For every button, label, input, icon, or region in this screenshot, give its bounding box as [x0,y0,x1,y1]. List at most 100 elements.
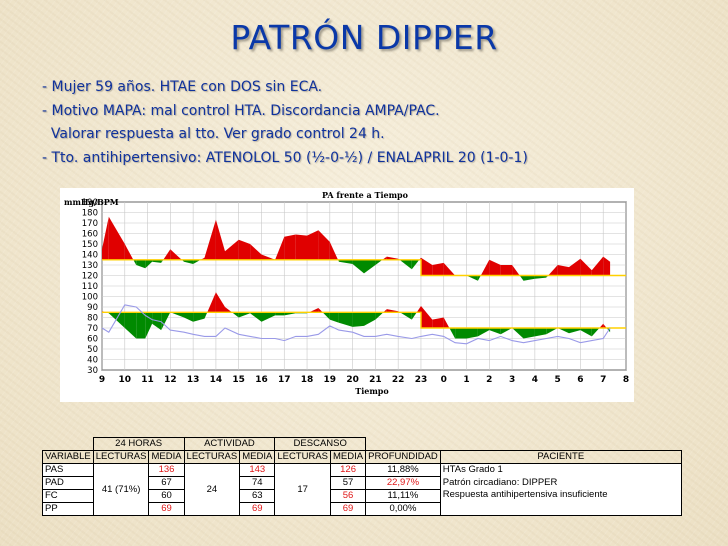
x-tick-label: 13 [187,375,200,385]
pad-area [193,312,205,322]
pas-area [204,219,216,260]
y-tick-label: 60 [87,335,98,345]
x-tick-label: 12 [164,375,177,385]
y-tick-label: 170 [82,219,98,229]
pad-area [338,312,353,327]
pas-area [329,241,338,260]
x-tick-label: 1 [463,375,469,385]
pas-area [386,256,399,260]
pas-area [421,257,433,276]
profundidad: 0,00% [365,502,441,516]
y-tick-label: 90 [87,303,98,313]
pas-area [489,259,501,276]
pad-area [124,312,137,339]
y-tick-label: 110 [82,282,98,292]
x-tick-label: 19 [324,375,337,385]
x-tick-label: 9 [99,375,105,385]
pad-area [489,328,501,335]
lecturas-24h: 41 (71%) [92,463,150,516]
profundidad: 11,11% [365,489,441,503]
pad-area [284,312,296,316]
media-24h: 136 [148,463,185,477]
pad-area [261,312,276,322]
media-24h: 69 [148,502,185,516]
y-tick-label: 190 [82,198,98,208]
media-desc: 126 [330,463,367,477]
x-tick-label: 0 [441,375,447,385]
lecturas-act: 24 [183,463,241,516]
pas-area [318,230,330,260]
pas-area [557,265,569,276]
x-tick-label: 2 [486,375,492,385]
profundidad: 11,88% [365,463,441,477]
col-lecturas-desc: LECTURAS [274,450,332,464]
pas-area [238,239,251,260]
pad-area [523,328,535,339]
col-lecturas-act: LECTURAS [183,450,241,464]
x-tick-label: 15 [232,375,245,385]
header-blank [366,438,682,451]
pas-area [170,249,182,260]
fc-line [101,304,611,345]
pas-area [523,275,535,281]
pad-area [364,312,376,326]
row-variable: FC [42,489,94,503]
row-variable: PP [42,502,94,516]
x-tick-label: 21 [369,375,382,385]
pas-area [432,262,444,276]
pas-area [163,249,171,260]
row-variable: PAS [42,463,94,477]
pad-area [329,312,339,323]
pas-area [534,275,547,279]
media-act: 143 [239,463,276,477]
pad-area [399,312,412,320]
pad-area [421,306,433,328]
x-tick-label: 20 [346,375,359,385]
patient-notes: - Mujer 59 años. HTAE con DOS sin ECA. -… [42,76,528,170]
pad-area [352,312,364,327]
y-tick-label: 160 [82,230,98,240]
table-row: FC 60 63 56 11,11% [42,489,682,503]
pad-area [580,328,592,337]
col-paciente: PACIENTE [439,450,682,464]
pas-area [124,244,134,260]
pad-area [416,306,421,313]
pad-area [546,328,558,335]
x-tick-label: 7 [600,375,606,385]
x-tick-label: 18 [301,375,314,385]
pad-area [591,328,600,337]
pas-area [477,275,481,281]
pas-area [133,259,137,265]
pas-area [548,265,558,276]
y-tick-label: 50 [87,345,98,355]
lecturas-desc: 17 [274,463,332,516]
bp-chart-svg: 1901801701601501401301201101009080706050… [64,190,629,396]
media-act: 74 [239,476,276,490]
x-tick-label: 16 [255,375,268,385]
pas-area [215,219,225,260]
pad-area [534,328,547,337]
pad-area [275,312,285,316]
y-tick-label: 140 [82,251,98,261]
media-desc: 57 [330,476,367,490]
x-tick-label: 14 [210,375,223,385]
paciente-line-3: Respuesta antihipertensiva insuficiente [442,489,608,500]
pad-area [386,309,399,313]
stats-table: 24 HORAS ACTIVIDAD DESCANSO VARIABLE LEC… [42,437,682,516]
pas-area [569,258,581,276]
x-tick-label: 23 [415,375,428,385]
x-tick-label: 22 [392,375,405,385]
pas-area [145,259,153,269]
pad-area [250,312,262,322]
x-tick-label: 10 [119,375,132,385]
pas-area [307,230,319,260]
pad-area [477,328,490,337]
note-line-2: - Motivo MAPA: mal control HTA. Discorda… [42,102,440,119]
y-tick-label: 80 [87,314,98,324]
pas-area [603,256,611,276]
pas-area [250,244,262,260]
pad-area [383,309,387,313]
pas-area [338,259,353,264]
pas-area [364,259,376,274]
pad-area [136,312,146,339]
